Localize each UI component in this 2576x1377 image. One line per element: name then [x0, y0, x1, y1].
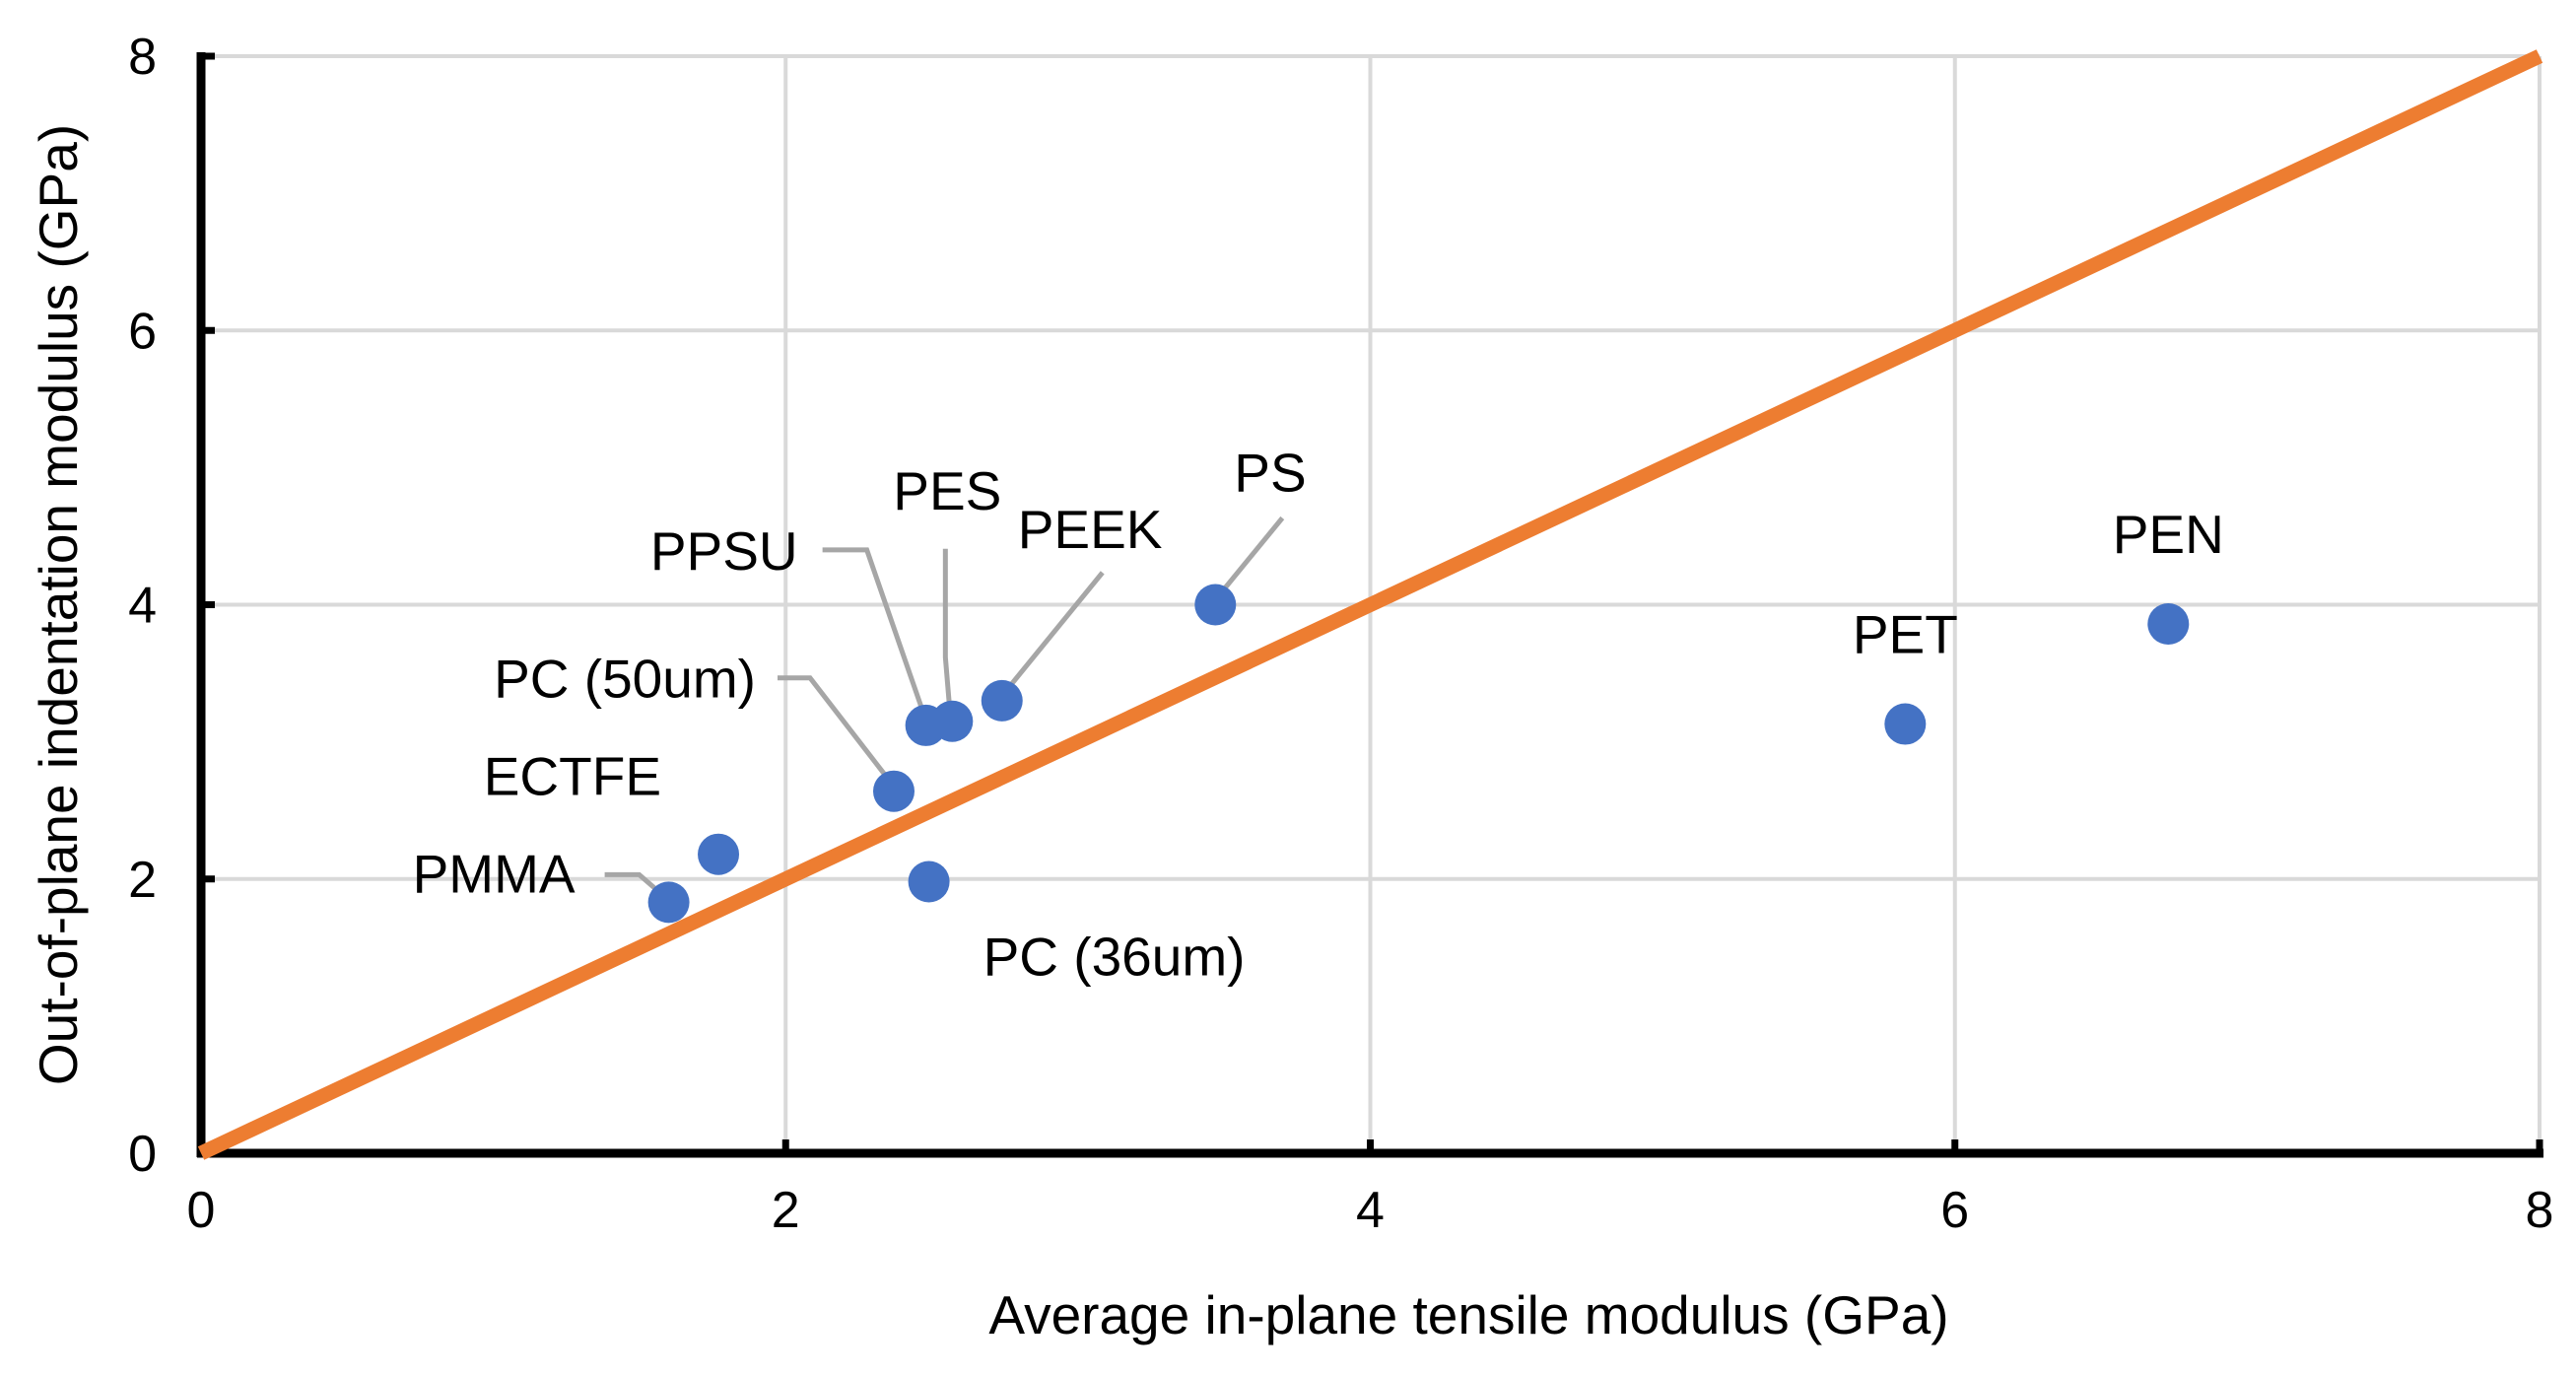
- y-tick-label: 2: [128, 852, 157, 909]
- data-point: [873, 770, 915, 812]
- leader-line: [778, 675, 896, 789]
- point-label: PEEK: [1018, 499, 1163, 560]
- y-tick-label: 8: [128, 29, 157, 86]
- leader-line: [822, 547, 928, 722]
- data-point: [981, 679, 1023, 722]
- y-tick-label: 4: [128, 578, 157, 635]
- axes: [196, 52, 2543, 1158]
- point-label: PS: [1234, 443, 1306, 504]
- point-label: PEN: [2113, 504, 2224, 565]
- data-point: [698, 833, 740, 875]
- x-tick-label: 8: [2526, 1182, 2554, 1239]
- data-point: [1884, 703, 1927, 745]
- data-point: [931, 700, 974, 742]
- data-points: [647, 584, 2190, 924]
- point-label: PC (36um): [983, 927, 1246, 988]
- leader-line: [999, 571, 1105, 698]
- x-tick-label: 4: [1356, 1182, 1385, 1239]
- y-tick-label: 0: [128, 1126, 157, 1183]
- point-label: PES: [893, 460, 1001, 521]
- data-point: [647, 881, 690, 924]
- leader-line: [942, 548, 953, 717]
- reference-line-group: [197, 49, 2543, 1160]
- leader-line: [1213, 516, 1285, 602]
- x-tick-label: 0: [187, 1182, 216, 1239]
- data-point: [1194, 584, 1237, 626]
- data-point: [2147, 602, 2190, 645]
- x-tick-label: 6: [1940, 1182, 1969, 1239]
- y-tick-label: 6: [128, 303, 157, 360]
- point-label: ECTFE: [484, 746, 661, 807]
- point-labels: PMMA ECTFE PC (50um) PC (36um) PPSU PES PEEK PS…: [413, 443, 2224, 988]
- tick-labels: 0 2 4 6 8 0 2 4 6 8: [128, 29, 2553, 1239]
- point-label: PMMA: [413, 843, 576, 904]
- point-label: PC (50um): [494, 649, 756, 710]
- point-label: PET: [1853, 604, 1958, 665]
- x-axis-title: Average in-plane tensile modulus (GPa): [988, 1284, 1948, 1345]
- y-axis-title: Out-of-plane indentation modulus (GPa): [28, 124, 89, 1085]
- reference-line: [197, 49, 2543, 1160]
- x-tick-label: 2: [772, 1182, 800, 1239]
- data-point: [908, 861, 950, 903]
- point-label: PPSU: [650, 520, 798, 582]
